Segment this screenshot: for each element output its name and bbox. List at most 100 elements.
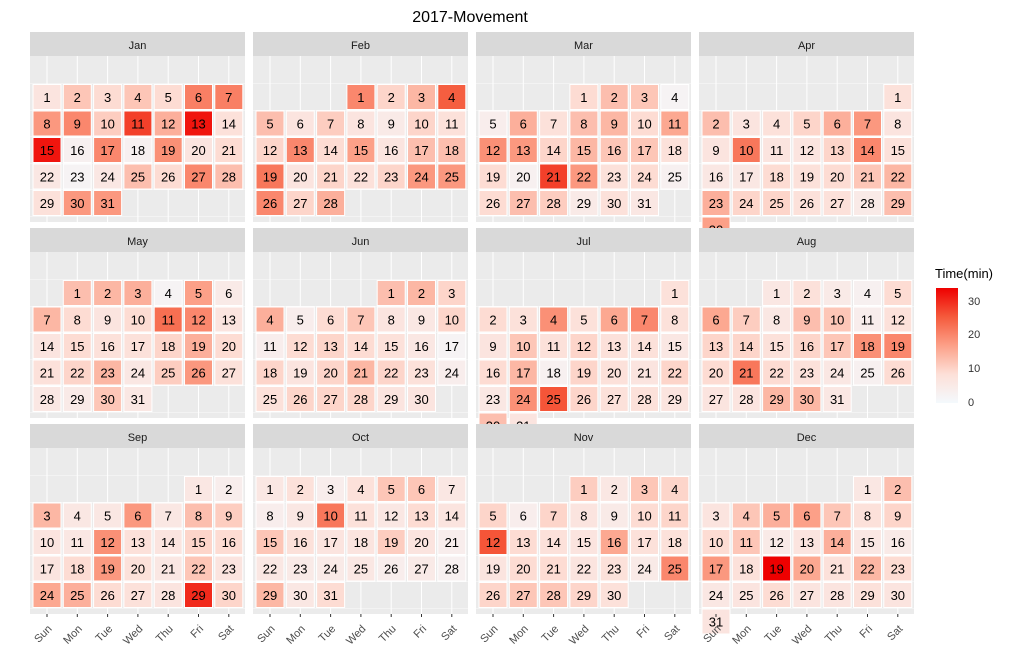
day-cell: [731, 137, 761, 163]
day-cell: [285, 582, 315, 608]
day-cell: [701, 555, 731, 582]
day-cell: [123, 306, 153, 333]
day-label: 15: [384, 339, 398, 354]
day-cell: [853, 476, 882, 502]
day-cell: [407, 386, 436, 412]
day-label: 30: [891, 588, 905, 603]
strip-dec: [699, 424, 914, 448]
day-label: 11: [263, 339, 277, 354]
day-cell: [316, 110, 346, 137]
day-cell: [701, 110, 731, 137]
day-cell: [62, 386, 92, 412]
day-label: 16: [607, 143, 621, 158]
day-label: 11: [770, 143, 784, 158]
day-label: 9: [712, 143, 719, 158]
day-cell: [376, 306, 406, 333]
day-cell: [32, 110, 62, 137]
day-label: 21: [445, 535, 459, 550]
day-cell: [255, 476, 285, 502]
day-cell: [660, 163, 690, 190]
day-cell: [255, 110, 285, 137]
day-label: 11: [547, 339, 561, 354]
day-label: 14: [445, 509, 459, 524]
day-cell: [184, 529, 213, 555]
day-label: 26: [191, 366, 205, 381]
day-label: 1: [43, 90, 50, 105]
day-cell: [792, 529, 822, 555]
day-label: 22: [263, 562, 277, 577]
day-cell: [630, 190, 659, 216]
day-cell: [883, 555, 913, 582]
day-label: 16: [293, 535, 307, 550]
day-cell: [255, 555, 285, 582]
day-cell: [153, 84, 183, 110]
day-label: 3: [641, 90, 648, 105]
day-cell: [316, 137, 346, 163]
strip-apr: [699, 32, 914, 56]
day-cell: [437, 502, 467, 529]
day-label: 18: [70, 562, 84, 577]
day-label: 26: [800, 196, 814, 211]
day-cell: [599, 555, 629, 582]
day-label: 19: [263, 170, 277, 185]
day-label: 18: [739, 562, 753, 577]
day-label: 26: [161, 170, 175, 185]
day-cell: [630, 529, 659, 555]
day-label: 26: [293, 392, 307, 407]
day-cell: [569, 582, 599, 608]
day-cell: [792, 190, 822, 216]
day-label: 25: [860, 366, 874, 381]
day-cell: [316, 190, 346, 216]
day-cell: [569, 476, 599, 502]
day-cell: [660, 502, 690, 529]
day-cell: [539, 333, 569, 359]
day-cell: [508, 359, 538, 386]
day-cell: [153, 529, 183, 555]
day-label: 29: [860, 588, 874, 603]
day-label: 9: [803, 313, 810, 328]
day-cell: [214, 280, 244, 306]
day-cell: [853, 359, 882, 386]
day-cell: [569, 306, 599, 333]
legend-tick-label: 20: [968, 329, 981, 342]
day-cell: [407, 529, 436, 555]
day-label: 19: [486, 170, 500, 185]
day-label: 16: [486, 366, 500, 381]
day-label: 10: [131, 313, 145, 328]
day-label: 23: [607, 562, 621, 577]
day-label: 9: [894, 509, 901, 524]
day-label: 27: [191, 170, 205, 185]
day-label: 20: [191, 143, 205, 158]
day-label: 20: [516, 170, 530, 185]
day-label: 5: [580, 313, 587, 328]
day-label: 7: [864, 117, 871, 132]
day-label: 11: [668, 117, 682, 132]
day-label: 21: [323, 170, 337, 185]
day-label: 19: [293, 366, 307, 381]
day-label: 31: [830, 392, 844, 407]
day-label: 6: [520, 509, 527, 524]
day-cell: [853, 137, 882, 163]
day-cell: [62, 529, 92, 555]
day-cell: [437, 110, 467, 137]
day-cell: [478, 502, 508, 529]
day-cell: [153, 333, 183, 359]
day-label: 7: [327, 117, 334, 132]
day-cell: [32, 359, 62, 386]
day-label: 30: [607, 588, 621, 603]
day-label: 18: [161, 339, 175, 354]
day-cell: [184, 333, 213, 359]
day-cell: [407, 333, 436, 359]
day-label: 14: [546, 143, 560, 158]
day-cell: [569, 502, 599, 529]
day-cell: [731, 163, 761, 190]
day-cell: [437, 359, 467, 386]
day-cell: [437, 555, 467, 582]
day-cell: [123, 386, 153, 412]
legend: Time(min) 0 10 20 30: [935, 266, 993, 409]
day-label: 24: [637, 562, 651, 577]
day-label: 22: [668, 366, 682, 381]
day-cell: [407, 502, 436, 529]
weekday-label: Sun: [478, 623, 500, 645]
